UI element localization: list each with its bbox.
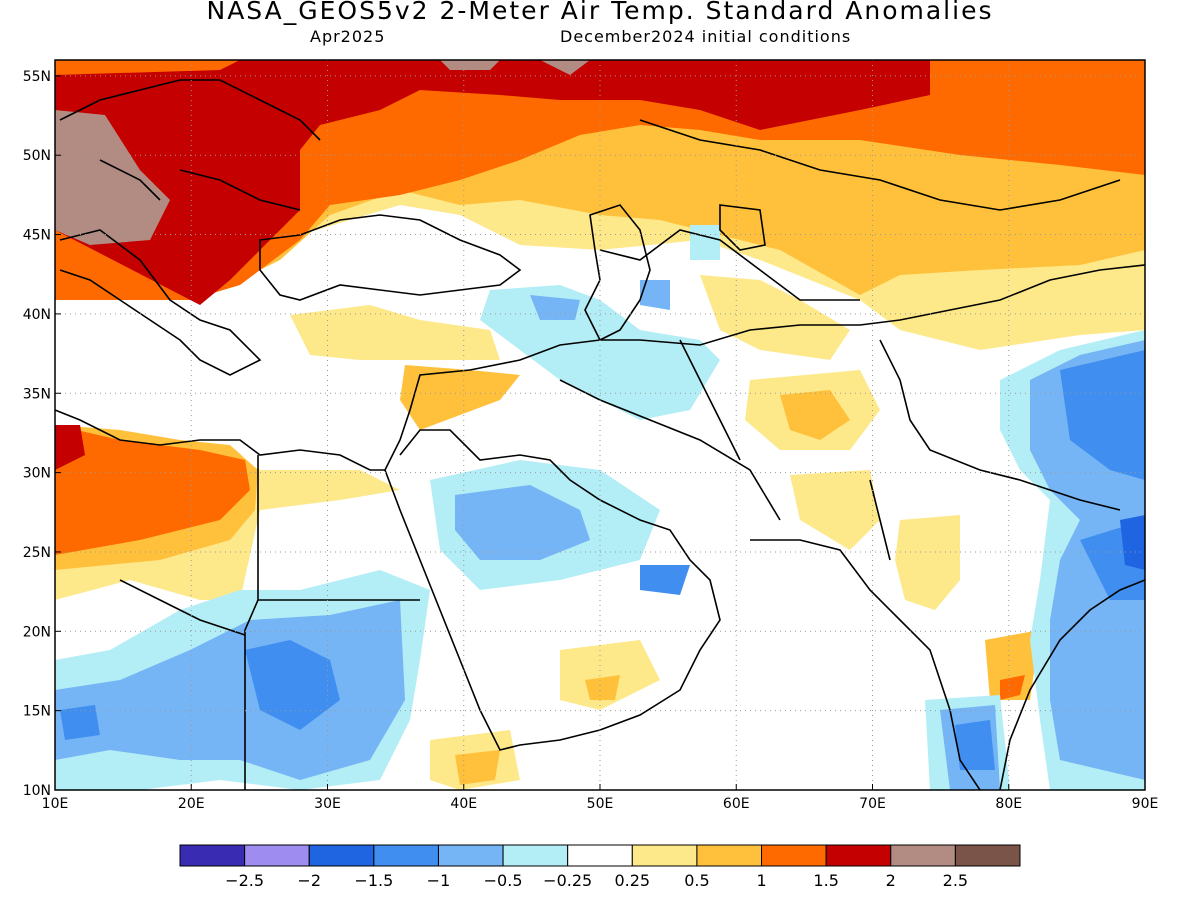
lon-tick-label: 30E	[314, 796, 341, 812]
colorbar-label: −0.5	[484, 871, 523, 890]
colorbar-swatch	[308, 844, 375, 867]
colorbar-label: 1	[756, 871, 766, 890]
colorbar-swatch	[179, 844, 246, 867]
lat-tick-label: 10N	[23, 783, 51, 799]
lon-tick-label: 20E	[178, 796, 205, 812]
colorbar-label: 0.25	[614, 871, 650, 890]
lat-tick-label: 40N	[23, 307, 51, 323]
colorbar-label: −1	[427, 871, 451, 890]
coastlines	[55, 79, 1145, 790]
colorbar-swatch	[244, 844, 310, 867]
colorbar-swatch	[567, 844, 633, 867]
colorbar-swatch	[437, 844, 504, 867]
colorbar-label: 1.5	[813, 871, 838, 890]
colorbar-swatch	[696, 844, 763, 867]
lon-tick-label: 10E	[42, 796, 69, 812]
colorbar-label: 0.5	[684, 871, 709, 890]
latitude-ticks: 10N 15N 20N 25N 30N 35N 40N 45N 50N 55N	[23, 69, 61, 799]
lat-tick-label: 25N	[23, 545, 51, 561]
lon-tick-label: 70E	[859, 796, 886, 812]
initial-conditions: December2024 initial conditions	[560, 27, 852, 46]
lon-tick-label: 50E	[587, 796, 614, 812]
lon-tick-label: 60E	[723, 796, 750, 812]
colorbar-label: −0.25	[543, 871, 592, 890]
colorbar: −2.5 −2 −1.5 −1 −0.5 −0.25 0.25 0.5 1 1.5 2 2.5	[179, 844, 1021, 890]
forecast-month: Apr2025	[310, 27, 386, 46]
colorbar-label: 2	[886, 871, 896, 890]
lon-tick-label: 40E	[450, 796, 477, 812]
colorbar-label: −2	[297, 871, 321, 890]
lon-tick-label: 80E	[995, 796, 1022, 812]
map-title: NASA_GEOS5v2 2-Meter Air Temp. Standard …	[206, 0, 994, 25]
lat-tick-label: 20N	[23, 624, 51, 640]
colorbar-swatch	[502, 844, 569, 867]
colorbar-label: −1.5	[354, 871, 393, 890]
colorbar-swatch	[761, 844, 827, 867]
lat-tick-label: 35N	[23, 386, 51, 402]
colorbar-swatch	[373, 844, 439, 867]
colorbar-swatch	[825, 844, 892, 867]
lat-tick-label: 55N	[23, 69, 51, 85]
colorbar-label: 2.5	[943, 871, 968, 890]
lat-tick-label: 50N	[23, 148, 51, 164]
colorbar-swatch	[890, 844, 956, 867]
colorbar-swatch	[631, 844, 698, 867]
lat-tick-label: 15N	[23, 704, 51, 720]
lat-tick-label: 30N	[23, 466, 51, 482]
lat-tick-label: 45N	[23, 228, 51, 244]
colorbar-swatch	[954, 844, 1021, 867]
colorbar-label: −2.5	[225, 871, 264, 890]
longitude-ticks: 10E 20E 30E 40E 50E 60E 70E 80E 90E	[42, 784, 1159, 812]
lon-tick-label: 90E	[1132, 796, 1159, 812]
gridlines	[55, 60, 1145, 790]
